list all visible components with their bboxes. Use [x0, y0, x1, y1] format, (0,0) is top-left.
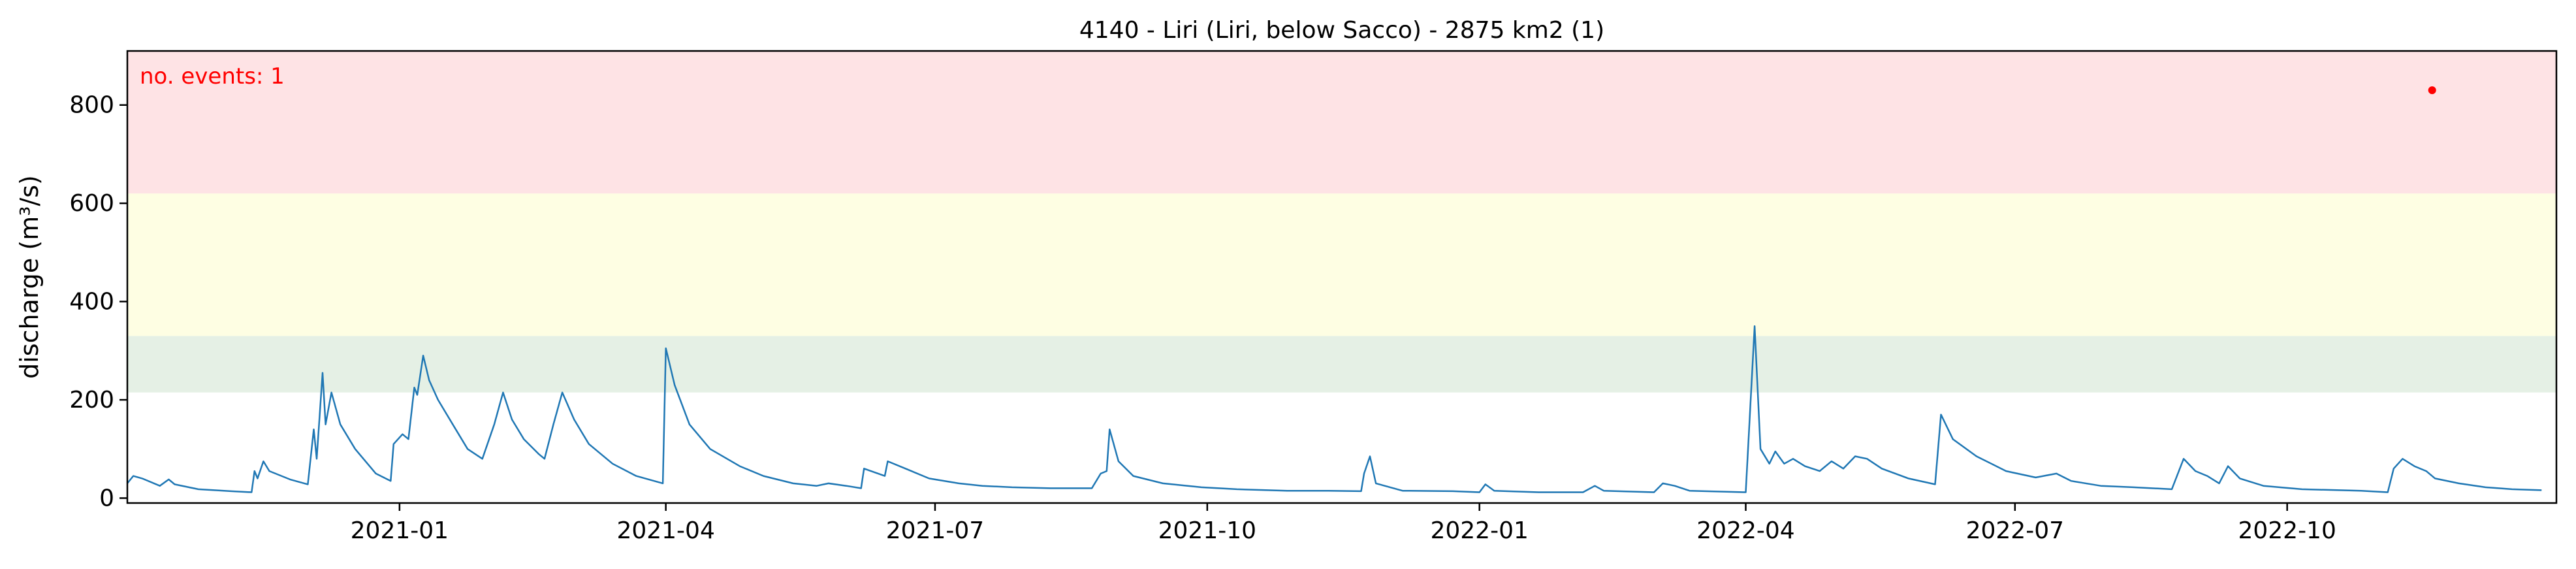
threshold-band-1	[127, 193, 2556, 336]
y-tick-label-0: 0	[99, 485, 114, 512]
x-tick-label-2021-07: 2021-07	[886, 517, 984, 544]
chart-title: 4140 - Liri (Liri, below Sacco) - 2875 k…	[1079, 17, 1604, 44]
y-tick-label-800: 800	[69, 92, 114, 119]
x-tick-label-2021-10: 2021-10	[1158, 517, 1256, 544]
y-tick-label-200: 200	[69, 387, 114, 414]
threshold-band-2	[127, 51, 2556, 194]
discharge-series-line-0	[127, 325, 2542, 493]
x-tick-label-2022-04: 2022-04	[1696, 517, 1794, 544]
y-tick-label-600: 600	[69, 190, 114, 217]
x-tick-label-2022-07: 2022-07	[1966, 517, 2064, 544]
events-layer	[2428, 86, 2436, 95]
x-axis-ticks: 2021-01 2021-04 2021-07 2021-10 2022-01 2022-…	[351, 503, 2336, 544]
events-count-annotation: no. events: 1	[140, 63, 285, 89]
y-tick-label-400: 400	[69, 289, 114, 316]
plot-frame	[126, 50, 2558, 504]
series-layer	[127, 325, 2542, 493]
y-axis-label: discharge (m³/s)	[15, 175, 44, 379]
x-tick-label-2021-04: 2021-04	[616, 517, 714, 544]
x-tick-label-2021-01: 2021-01	[351, 517, 449, 544]
threshold-band-0	[127, 336, 2556, 393]
y-axis-ticks: 0 200 400 600 800	[69, 92, 127, 512]
x-tick-label-2022-01: 2022-01	[1430, 517, 1528, 544]
event-marker-0	[2428, 86, 2436, 95]
threshold-bands	[127, 51, 2556, 393]
x-tick-label-2022-10: 2022-10	[2238, 517, 2336, 544]
